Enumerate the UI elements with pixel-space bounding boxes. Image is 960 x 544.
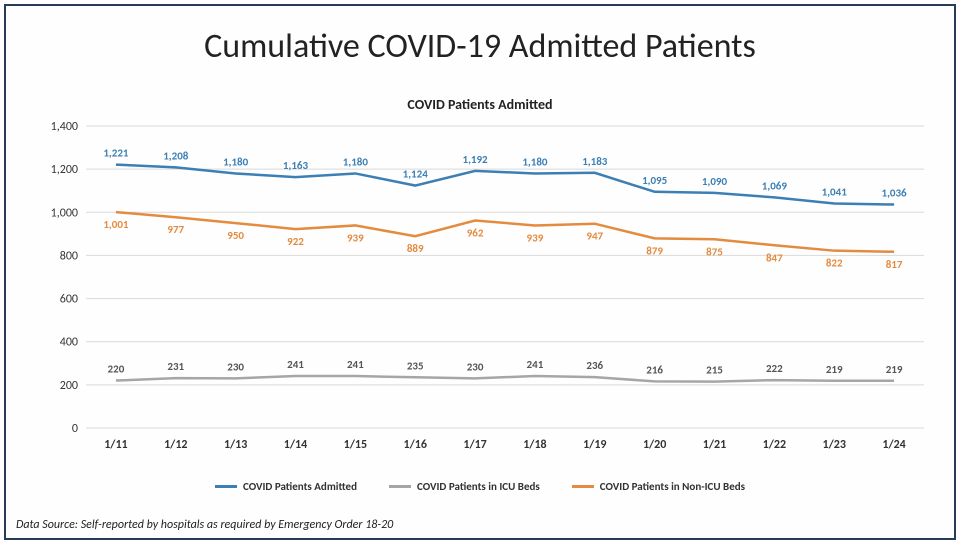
legend-swatch (389, 485, 411, 488)
svg-text:922: 922 (287, 235, 304, 248)
svg-text:1/21: 1/21 (703, 438, 726, 452)
svg-text:962: 962 (467, 226, 484, 239)
chart-frame: Cumulative COVID-19 Admitted Patients CO… (4, 4, 956, 540)
svg-text:600: 600 (60, 293, 78, 307)
legend-item: COVID Patients Admitted (215, 480, 357, 493)
svg-text:800: 800 (60, 249, 78, 263)
svg-text:235: 235 (407, 359, 424, 372)
svg-text:1,041: 1,041 (822, 185, 848, 198)
chart-plot-area: 0 200 400 600 800 1,000 1,200 1,400 1/11 1/12 1/13… (36, 116, 934, 458)
svg-text:879: 879 (646, 244, 663, 257)
svg-text:1/24: 1/24 (882, 438, 905, 452)
svg-text:1,069: 1,069 (762, 179, 788, 192)
svg-text:1,090: 1,090 (702, 175, 728, 188)
legend-label: COVID Patients in Non-ICU Beds (600, 480, 745, 493)
legend-swatch (215, 485, 237, 488)
svg-text:1/20: 1/20 (643, 438, 666, 452)
svg-text:219: 219 (826, 363, 843, 376)
svg-text:950: 950 (227, 229, 244, 242)
svg-text:1,036: 1,036 (882, 187, 908, 200)
line-chart-svg: 0 200 400 600 800 1,000 1,200 1,400 1/11 1/12 1/13… (36, 116, 934, 458)
svg-text:241: 241 (287, 358, 304, 371)
svg-text:215: 215 (706, 364, 723, 377)
svg-text:817: 817 (886, 258, 903, 271)
svg-text:1/18: 1/18 (523, 438, 546, 452)
svg-text:241: 241 (527, 358, 544, 371)
svg-text:1/13: 1/13 (224, 438, 247, 452)
svg-text:947: 947 (586, 230, 603, 243)
svg-text:1/14: 1/14 (284, 438, 307, 452)
chart-legend: COVID Patients Admitted COVID Patients in… (6, 480, 954, 493)
svg-text:0: 0 (72, 422, 78, 436)
legend-label: COVID Patients Admitted (243, 480, 357, 493)
svg-text:216: 216 (646, 363, 663, 376)
data-source-note: Data Source: Self-reported by hospitals … (16, 518, 393, 532)
svg-text:875: 875 (706, 245, 723, 258)
svg-text:230: 230 (467, 360, 484, 373)
svg-text:230: 230 (227, 360, 244, 373)
svg-text:241: 241 (347, 358, 364, 371)
svg-text:222: 222 (766, 362, 783, 375)
legend-item: COVID Patients in ICU Beds (389, 480, 540, 493)
chart-subtitle: COVID Patients Admitted (6, 96, 954, 113)
svg-text:889: 889 (407, 242, 424, 255)
svg-text:1,180: 1,180 (343, 155, 369, 168)
svg-text:400: 400 (60, 336, 78, 350)
svg-text:1/15: 1/15 (344, 438, 367, 452)
svg-text:847: 847 (766, 251, 783, 264)
svg-text:1/19: 1/19 (583, 438, 606, 452)
svg-text:1/22: 1/22 (763, 438, 786, 452)
legend-label: COVID Patients in ICU Beds (417, 480, 540, 493)
svg-text:1,192: 1,192 (463, 153, 489, 166)
svg-text:1/11: 1/11 (104, 438, 127, 452)
svg-text:1/17: 1/17 (463, 438, 486, 452)
svg-text:1/23: 1/23 (823, 438, 846, 452)
svg-text:939: 939 (347, 231, 364, 244)
svg-text:1,180: 1,180 (522, 155, 548, 168)
svg-text:219: 219 (886, 363, 903, 376)
svg-text:231: 231 (167, 360, 184, 373)
svg-text:1,095: 1,095 (642, 174, 668, 187)
svg-text:1,000: 1,000 (51, 206, 78, 220)
svg-text:200: 200 (60, 379, 78, 393)
svg-text:1,183: 1,183 (582, 155, 608, 168)
legend-swatch (572, 485, 594, 488)
svg-text:1,221: 1,221 (103, 147, 129, 160)
svg-text:1/12: 1/12 (164, 438, 187, 452)
svg-text:220: 220 (108, 363, 125, 376)
svg-text:1,124: 1,124 (403, 168, 429, 181)
svg-text:1,208: 1,208 (163, 149, 189, 162)
legend-item: COVID Patients in Non-ICU Beds (572, 480, 745, 493)
svg-text:1,001: 1,001 (103, 218, 129, 231)
chart-title: Cumulative COVID-19 Admitted Patients (6, 26, 954, 67)
svg-text:1,180: 1,180 (223, 155, 249, 168)
svg-text:939: 939 (527, 231, 544, 244)
svg-text:822: 822 (826, 257, 843, 270)
svg-text:1,163: 1,163 (283, 159, 309, 172)
svg-text:1/16: 1/16 (404, 438, 427, 452)
svg-text:236: 236 (586, 359, 603, 372)
svg-text:977: 977 (167, 223, 184, 236)
svg-text:1,200: 1,200 (51, 163, 78, 177)
svg-text:1,400: 1,400 (51, 120, 78, 134)
